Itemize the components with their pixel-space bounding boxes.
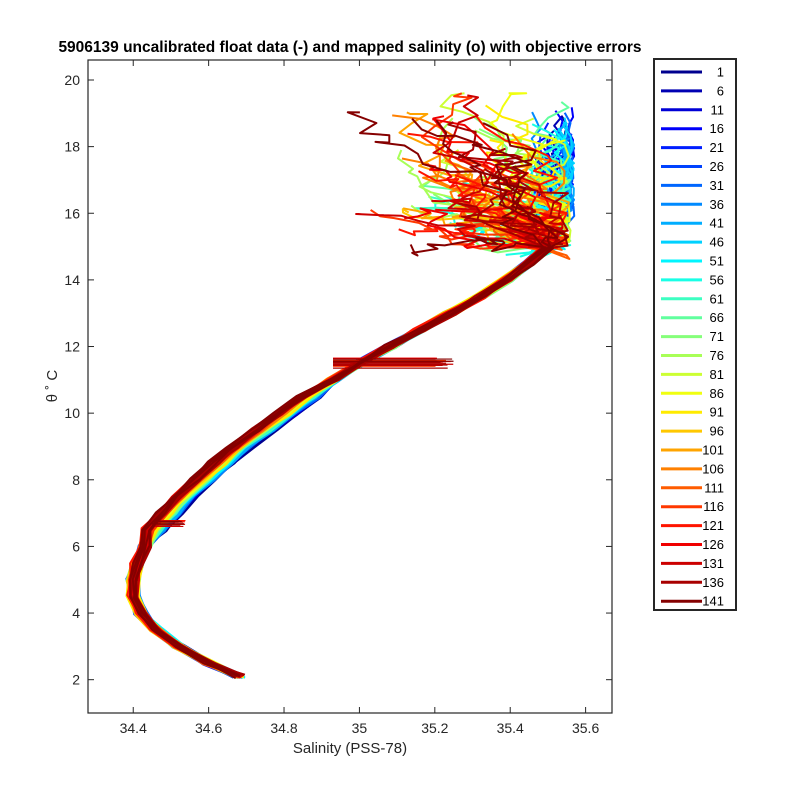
legend-label: 116	[703, 499, 724, 514]
plot-frame	[87, 59, 613, 714]
legend-label: 61	[710, 291, 724, 306]
legend-label: 106	[702, 461, 724, 476]
legend-label: 76	[710, 348, 724, 363]
legend-label: 81	[710, 367, 724, 382]
legend-label: 21	[710, 140, 724, 155]
profile-line	[133, 118, 570, 677]
y-tick-label: 12	[64, 339, 80, 355]
legend-label: 111	[704, 480, 724, 495]
legend-label: 101	[702, 443, 724, 458]
x-tick-label: 35.6	[572, 720, 599, 736]
legend-label: 126	[702, 537, 724, 552]
legend-label: 96	[710, 424, 724, 439]
legend-label: 36	[710, 197, 724, 212]
x-tick-label: 34.4	[120, 720, 147, 736]
axis-ticks: 34.4 34.6 34.8 35 35.2 35.4 35.6 2 4 6 8 10 12 14 16 18…	[64, 60, 612, 736]
legend-label: 141	[702, 594, 724, 609]
chart-title: 5906139 uncalibrated float data (-) and …	[58, 39, 641, 56]
profile-lines	[125, 92, 576, 679]
legend-label: 1	[717, 65, 724, 80]
legend-label: 6	[717, 83, 724, 98]
legend-box	[653, 58, 737, 611]
legend-label: 121	[702, 518, 724, 533]
y-tick-label: 8	[72, 472, 80, 488]
y-tick-label: 4	[72, 605, 80, 621]
x-tick-label: 34.6	[195, 720, 222, 736]
legend-label: 51	[710, 254, 724, 269]
legend-label: 86	[710, 386, 724, 401]
legend-label: 91	[710, 405, 724, 420]
x-tick-label: 35.4	[497, 720, 524, 736]
profile-line	[131, 119, 554, 677]
legend-label: 26	[710, 159, 724, 174]
legend-label: 136	[702, 575, 724, 590]
y-axis-label: θ ˚ C	[44, 370, 61, 403]
y-tick-label: 6	[72, 538, 80, 554]
legend-label: 16	[710, 121, 724, 136]
x-tick-label: 35.2	[421, 720, 448, 736]
y-tick-label: 20	[64, 72, 80, 88]
legend-label: 46	[710, 235, 724, 250]
y-tick-label: 2	[72, 672, 80, 688]
y-tick-label: 18	[64, 139, 80, 155]
legend-label: 31	[710, 178, 724, 193]
x-tick-label: 35	[352, 720, 368, 736]
legend-label: 41	[710, 216, 724, 231]
y-tick-label: 10	[64, 405, 80, 421]
legend-label: 71	[710, 329, 724, 344]
x-tick-label: 34.8	[270, 720, 297, 736]
x-axis-label: Salinity (PSS-78)	[293, 740, 407, 757]
legend-label: 11	[711, 102, 725, 117]
y-tick-label: 14	[64, 272, 80, 288]
y-tick-label: 16	[64, 205, 80, 221]
legend-label: 66	[710, 310, 724, 325]
legend-label: 56	[710, 272, 724, 287]
legend: 1611162126313641465156616671768186919610…	[661, 65, 724, 609]
profile-line	[129, 237, 547, 679]
legend-label: 131	[702, 556, 724, 571]
